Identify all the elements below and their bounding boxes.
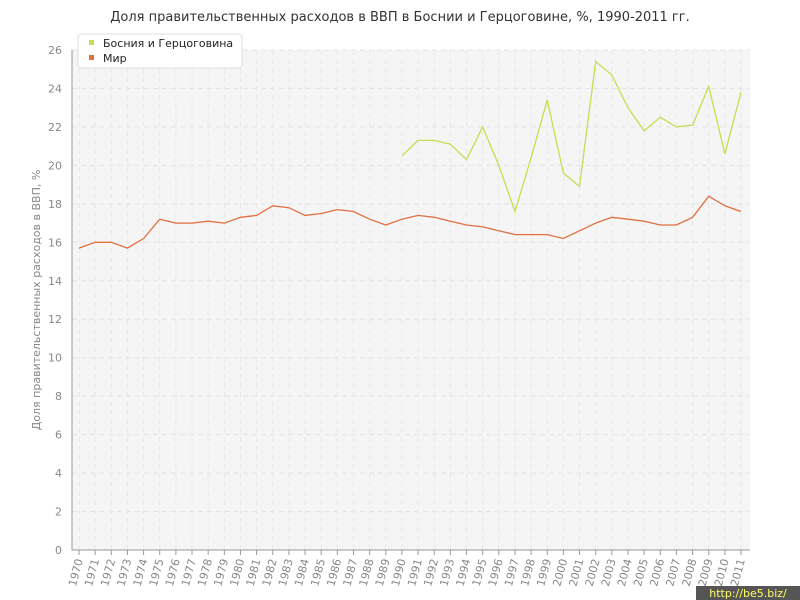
y-tick-label: 22 xyxy=(48,121,62,134)
series-lines xyxy=(78,60,742,249)
y-tick-label: 0 xyxy=(55,544,62,557)
y-tick-label: 4 xyxy=(55,467,62,480)
chart-title: Доля правительственных расходов в ВВП в … xyxy=(110,10,690,25)
y-tick-label: 8 xyxy=(55,390,62,403)
y-tick-label: 6 xyxy=(55,429,62,442)
plot-background xyxy=(72,50,750,550)
y-tick-label: 18 xyxy=(48,198,62,211)
y-tick-label: 10 xyxy=(48,352,62,365)
legend-swatch-bosnia xyxy=(89,40,94,45)
legend-label-bosnia: Босния и Герцоговина xyxy=(103,37,233,50)
legend-label-world: Мир xyxy=(103,52,127,65)
series-line-world xyxy=(78,195,742,249)
y-tick-label: 20 xyxy=(48,159,62,172)
x-tick-labels: 1970197119721973197419751976197719781979… xyxy=(66,557,748,587)
watermark-background xyxy=(696,586,800,600)
y-tick-label: 2 xyxy=(55,506,62,519)
y-tick-label: 24 xyxy=(48,82,62,95)
grid xyxy=(72,49,750,551)
y-tick-label: 26 xyxy=(48,44,62,57)
watermark-text: http://be5.biz/ xyxy=(709,587,787,600)
legend-box xyxy=(77,33,243,69)
y-tick-label: 12 xyxy=(48,313,62,326)
legend: Босния и Герцоговина Мир xyxy=(77,33,243,69)
y-tick-label: 14 xyxy=(48,275,62,288)
axes xyxy=(71,50,750,555)
legend-swatch-world xyxy=(89,55,94,60)
watermark: http://be5.biz/ xyxy=(696,586,800,600)
y-axis-label: Доля правительственных расходов в ВВП, % xyxy=(30,170,43,431)
series-line-bosnia xyxy=(401,60,742,214)
y-tick-label: 16 xyxy=(48,236,62,249)
